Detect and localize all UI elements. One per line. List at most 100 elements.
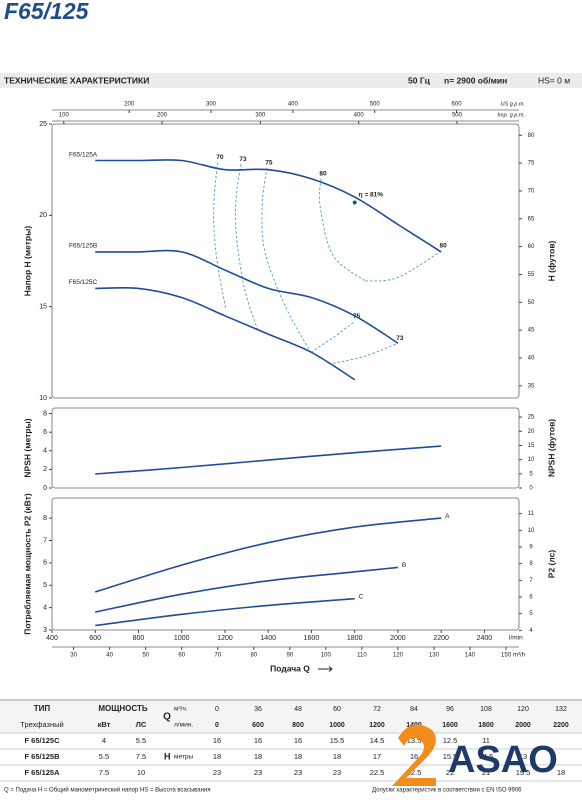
y-tick-label: 8	[43, 515, 47, 522]
x-unit: l/min	[509, 635, 523, 642]
y-tick-label: 20	[39, 212, 47, 219]
power-cell: 7.5	[136, 752, 146, 761]
y2-tick-label: 10	[528, 457, 535, 463]
y2-tick-label: 70	[528, 189, 535, 195]
x-tick-label: 1000	[174, 635, 190, 642]
top-tick-label: 200	[157, 113, 168, 119]
y-tick-label: 0	[43, 485, 47, 492]
x-tick-label: 1400	[260, 635, 276, 642]
head-cell: 22	[446, 768, 454, 777]
x2-tick-label: 80	[250, 653, 257, 659]
y-tick-label: 4	[43, 604, 47, 611]
head-cell: 19.5	[516, 768, 531, 777]
x-tick-label: 1200	[217, 635, 233, 642]
flow-cell: 120	[517, 706, 529, 713]
title: F65/125	[4, 0, 90, 24]
flow-cell: 1000	[329, 722, 345, 729]
y-tick-label: 3	[43, 627, 47, 634]
top-tick-label: 400	[354, 113, 365, 119]
table-header: кВт	[98, 720, 111, 729]
y2-tick-label: 75	[528, 161, 535, 167]
series-label: C	[359, 593, 364, 600]
x-tick-label: 2200	[433, 635, 449, 642]
top-tick-label: 300	[255, 113, 266, 119]
head-cell: 18	[254, 752, 262, 761]
curve	[95, 286, 356, 381]
x-axis-arrow	[318, 666, 333, 672]
flow-cell: 96	[446, 706, 454, 713]
head-cell: 23	[333, 768, 341, 777]
table-header: ТИП	[34, 704, 51, 713]
flow-cell: 132	[555, 706, 567, 713]
efficiency-label: 75	[265, 160, 273, 167]
y2-tick-label: 4	[529, 628, 533, 634]
x2-tick-label: 70	[214, 653, 221, 659]
x2-tick-label: 50	[142, 653, 149, 659]
table-header-bg	[0, 700, 582, 733]
flow-cell: 1200	[369, 722, 385, 729]
y-axis-title: Потребляемая мощность P2 (кВт)	[22, 493, 32, 635]
efficiency-curve	[318, 178, 366, 282]
x2-tick-label: 90	[286, 653, 293, 659]
series-label: F65/125B	[69, 243, 97, 250]
table-header: м³/ч.	[174, 706, 188, 713]
model-cell: F 65/125B	[24, 752, 60, 761]
top-tick-label: 300	[206, 102, 217, 108]
y2-tick-label: 60	[528, 244, 535, 250]
y2-tick-label: 35	[528, 383, 535, 389]
x2-tick-label: 140	[465, 653, 476, 659]
curve	[95, 566, 398, 613]
y2-axis-title: H (футов)	[546, 240, 556, 281]
y2-tick-label: 6	[529, 595, 533, 601]
y2-tick-label: 7	[529, 578, 533, 584]
head-cell: 13	[519, 752, 527, 761]
efficiency-curve	[365, 250, 442, 282]
y2-tick-label: 65	[528, 216, 535, 222]
head-cell: 16	[213, 736, 221, 745]
top-tick-label: 600	[452, 102, 463, 108]
power-cell: 10	[137, 768, 145, 777]
y2-tick-label: 5	[529, 611, 533, 617]
head-cell: 22.5	[370, 768, 385, 777]
y2-tick-label: 10	[528, 528, 535, 534]
flow-cell: 0	[215, 706, 219, 713]
head-cell: 22.5	[407, 768, 422, 777]
table-header: ЛС	[136, 720, 147, 729]
frequency: 50 Гц	[408, 75, 431, 85]
head-cell: 16	[294, 736, 302, 745]
y2-tick-label: 45	[528, 328, 535, 334]
table-header: Q	[163, 712, 171, 723]
top-axis-unit: US g.p.m.	[501, 101, 525, 107]
logo-text: ASAO	[448, 739, 558, 781]
flow-cell: 108	[480, 706, 492, 713]
head-cell: 18	[333, 752, 341, 761]
y2-tick-label: 80	[528, 133, 535, 139]
head-cell: 23	[254, 768, 262, 777]
y2-tick-label: 25	[528, 415, 535, 421]
suction: HS= 0 м	[538, 75, 570, 85]
efficiency-curve	[333, 342, 399, 364]
head-cell: 21	[482, 768, 490, 777]
series-label: A	[445, 513, 450, 520]
x-tick-label: 2400	[477, 635, 493, 642]
flow-cell: 0	[215, 722, 219, 729]
top-tick-label: 100	[59, 113, 70, 119]
flow-cell: 60	[333, 706, 341, 713]
flow-cell: 2200	[553, 722, 569, 729]
model-cell: F 65/125A	[24, 768, 60, 777]
flow-cell: 84	[410, 706, 418, 713]
x2-tick-label: 40	[106, 653, 113, 659]
table-header: H	[164, 751, 171, 761]
head-cell: 18	[294, 752, 302, 761]
x2-tick-label: 120	[393, 653, 404, 659]
point-label: η = 81%	[359, 191, 384, 198]
head-cell: 16	[410, 752, 418, 761]
curve	[95, 249, 399, 344]
head-cell: 13.5	[407, 736, 422, 745]
y2-axis-title: NPSH (футов)	[546, 419, 556, 477]
series-label: F65/125A	[69, 151, 98, 158]
x-tick-label: 400	[46, 635, 58, 642]
x-tick-label: 800	[133, 635, 145, 642]
y-tick-label: 25	[39, 121, 47, 128]
